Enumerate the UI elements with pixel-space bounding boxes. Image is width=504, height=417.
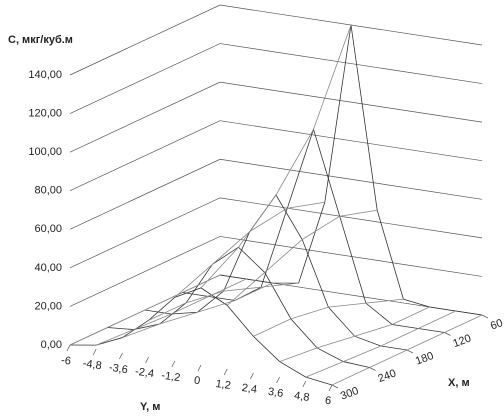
surface-line [96, 278, 247, 346]
x-axis-title: X, м [448, 377, 470, 389]
y-tick-label: 2,4 [241, 382, 258, 396]
y-tick [302, 380, 307, 388]
grid-line [69, 197, 483, 269]
z-axis-title: C, мкг/куб.м [8, 34, 73, 46]
surface-line [279, 306, 430, 362]
y-tick [119, 352, 123, 360]
grid-line [69, 81, 483, 153]
y-tick [145, 356, 149, 364]
surface-line [226, 209, 378, 306]
y-tick-label: -4,8 [82, 358, 102, 373]
surface-line [253, 298, 404, 337]
y-tick-label: -1,2 [161, 370, 181, 385]
y-axis-title: Y, м [140, 401, 160, 413]
y-tick-label: 6 [324, 395, 332, 408]
x-tick [406, 349, 414, 354]
z-tick-label: 120,00 [28, 107, 62, 119]
x-tick [444, 332, 451, 336]
y-tick [171, 360, 176, 368]
y-tick-label: 0 [193, 375, 201, 388]
x-tick [369, 367, 376, 371]
z-tick-label: 40,00 [34, 262, 62, 274]
x-tick-label: 60 [489, 317, 504, 332]
y-tick [92, 348, 97, 356]
y-tick-label: 1,2 [215, 378, 232, 392]
x-tick-label: 300 [339, 385, 360, 403]
x-tick-label: 180 [414, 350, 435, 368]
surface-line [331, 314, 483, 386]
y-tick-label: 4,8 [293, 390, 310, 404]
surface-line [174, 201, 325, 298]
surface-line [69, 274, 221, 346]
grid-line [69, 236, 483, 307]
x-tick-label: 120 [451, 332, 472, 350]
grid-line [69, 4, 483, 76]
z-tick-label: 140,00 [28, 69, 62, 81]
surface-line [219, 24, 483, 316]
y-tick [197, 364, 202, 372]
z-tick-label: 80,00 [34, 185, 62, 197]
z-tick-label: 60,00 [34, 223, 62, 235]
z-tick-label: 20,00 [34, 300, 62, 312]
surface-line [122, 282, 273, 338]
surface-line [107, 246, 370, 368]
surface-line [200, 24, 352, 289]
x-tick [331, 384, 339, 389]
grid-line [69, 120, 483, 192]
surface-line [305, 310, 456, 378]
y-tick [66, 344, 71, 352]
grid-line [69, 158, 483, 230]
y-tick-label: -3,6 [108, 362, 128, 377]
y-tick-label: -2,4 [134, 366, 154, 381]
z-tick-label: 100,00 [28, 146, 62, 158]
y-tick [276, 376, 280, 384]
surface-line [148, 282, 299, 321]
y-tick [250, 372, 254, 380]
x-tick-label: 240 [376, 367, 397, 385]
y-tick [328, 384, 333, 392]
y-tick-label: -6 [60, 354, 71, 367]
y-tick [223, 368, 228, 376]
z-tick-label: 0,00 [41, 339, 62, 351]
x-tick [481, 314, 489, 319]
surface-line [144, 194, 408, 351]
y-tick-label: 3,6 [267, 386, 284, 400]
grid-line [69, 43, 483, 114]
